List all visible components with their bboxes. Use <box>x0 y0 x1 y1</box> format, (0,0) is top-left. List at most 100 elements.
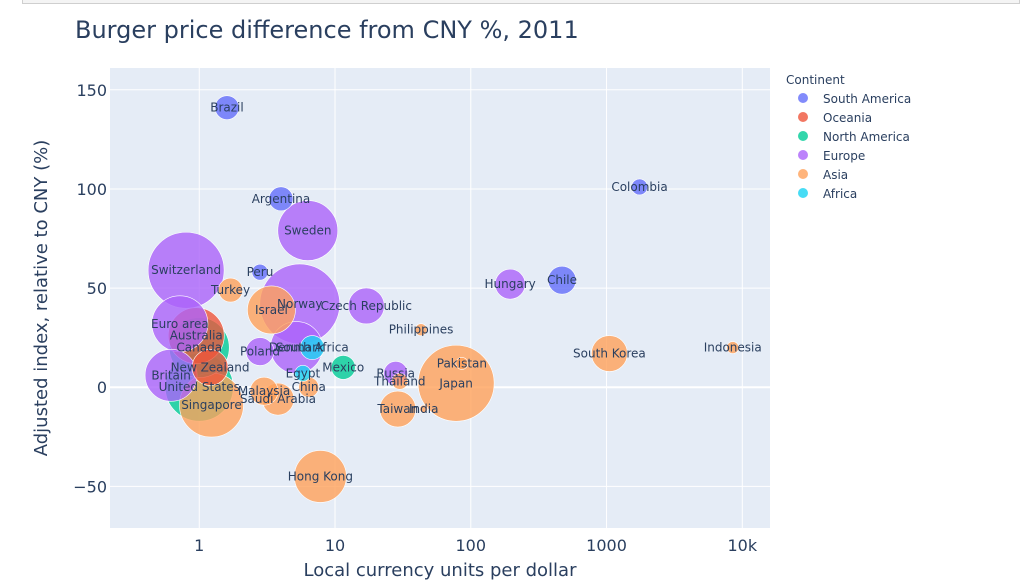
bubble-sweden[interactable] <box>277 200 339 261</box>
bubble-label-colombia: Colombia <box>611 180 667 194</box>
bubble-label-britain: Britain <box>151 368 191 382</box>
bubble-label-egypt: Egypt <box>286 366 321 380</box>
bubble-label-philippines: Philippines <box>389 323 454 337</box>
bubble-chile[interactable] <box>547 265 577 295</box>
x-tick-label: 10k <box>727 536 757 555</box>
bubble-label-hong-kong: Hong Kong <box>288 469 353 483</box>
legend-label: Africa <box>823 187 857 201</box>
bubble-label-argentina: Argentina <box>252 192 311 206</box>
legend-marker <box>798 131 808 141</box>
y-axis-label: Adjusted index, relative to CNY (%) <box>31 140 52 457</box>
legend-label: Asia <box>823 168 848 182</box>
legend-marker <box>798 150 808 160</box>
bubble-label-new-zealand: New Zealand <box>171 360 250 374</box>
legend-item-asia[interactable]: Asia <box>798 168 848 182</box>
bubble-label-united-states: United States <box>159 380 240 394</box>
bubble-philippines[interactable] <box>414 323 428 337</box>
bubble-india[interactable] <box>419 404 429 414</box>
legend-marker <box>798 112 808 122</box>
bubble-hong-kong[interactable] <box>294 450 347 503</box>
bubble-pakistan[interactable] <box>455 357 469 370</box>
bubble-south-korea[interactable] <box>591 335 628 372</box>
bubble-malaysia[interactable] <box>249 376 279 406</box>
x-tick-label: 1000 <box>586 536 627 555</box>
bubble-label-mexico: Mexico <box>322 360 364 374</box>
bubble-label-taiwan: Taiwan <box>376 402 418 416</box>
bubble-label-euro-area: Euro area <box>151 317 209 331</box>
x-tick-label: 1 <box>194 536 204 555</box>
bubble-label-malaysia: Malaysia <box>238 384 290 398</box>
y-tick-label: 0 <box>97 378 107 397</box>
bubble-poland[interactable] <box>245 337 275 366</box>
bubble-czech-republic[interactable] <box>348 287 385 325</box>
bubble-new-zealand[interactable] <box>191 349 229 386</box>
y-tick-label: 150 <box>76 81 107 100</box>
x-axis-label: Local currency units per dollar <box>304 560 578 581</box>
legend-label: Europe <box>823 149 865 163</box>
top-frame-strip <box>22 0 1020 4</box>
bubble-label-japan: Japan <box>438 376 472 390</box>
bubble-label-indonesia: Indonesia <box>704 341 762 355</box>
bubble-label-australia: Australia <box>170 329 223 343</box>
legend-marker <box>798 169 808 179</box>
bubble-label-turkey: Turkey <box>210 283 250 297</box>
y-axis-ticks: 150 100 50 0 −50 <box>73 81 107 497</box>
bubble-label-denmark: Denmark <box>269 341 324 355</box>
legend-item-europe[interactable]: Europe <box>798 149 865 163</box>
legend-item-south-america[interactable]: South America <box>798 92 911 106</box>
legend-marker <box>798 93 808 103</box>
bubble-label-pakistan: Pakistan <box>437 356 487 370</box>
bubble-label-canada: Canada <box>176 341 222 355</box>
bubble-label-czech-republic: Czech Republic <box>321 299 412 313</box>
x-tick-label: 100 <box>456 536 487 555</box>
bubble-label-peru: Peru <box>247 265 274 279</box>
bubble-argentina[interactable] <box>268 186 294 212</box>
legend: Continent South America Oceania North Amer… <box>786 73 911 201</box>
y-tick-label: −50 <box>73 477 107 496</box>
bubbles[interactable] <box>144 95 740 503</box>
bubble-israel[interactable] <box>247 285 296 335</box>
bubble-label-sweden: Sweden <box>284 224 331 238</box>
bubble-turkey[interactable] <box>218 277 243 303</box>
bubble-brazil[interactable] <box>214 95 240 120</box>
bubble-colombia[interactable] <box>631 178 648 196</box>
bubble-egypt[interactable] <box>294 365 312 382</box>
bubble-label-south-africa: South Africa <box>276 341 349 355</box>
y-tick-label: 100 <box>76 180 107 199</box>
bubble-mexico[interactable] <box>330 355 356 380</box>
y-tick-label: 50 <box>87 279 107 298</box>
bubble-hungary[interactable] <box>494 268 526 300</box>
chart-title: Burger price difference from CNY %, 2011 <box>75 16 579 44</box>
bubble-label-brazil: Brazil <box>210 101 244 115</box>
legend-item-oceania[interactable]: Oceania <box>798 111 872 125</box>
bubble-label-india: India <box>409 402 438 416</box>
bubble-taiwan[interactable] <box>379 390 417 428</box>
bubble-label-chile: Chile <box>547 273 577 287</box>
legend-item-north-america[interactable]: North America <box>798 130 910 144</box>
bubble-peru[interactable] <box>251 263 269 281</box>
bubble-label-hungary: Hungary <box>485 277 536 291</box>
legend-label: Oceania <box>823 111 872 125</box>
bubble-label-singapore: Singapore <box>181 398 242 412</box>
legend-title: Continent <box>786 73 845 87</box>
x-tick-label: 10 <box>325 536 345 555</box>
bubble-label-russia: Russia <box>376 366 415 380</box>
legend-marker <box>798 188 808 198</box>
bubble-label-switzerland: Switzerland <box>151 263 221 277</box>
bubble-japan[interactable] <box>417 344 495 422</box>
bubble-label-israel: Israel <box>255 303 288 317</box>
bubble-label-saudi-arabia: Saudi Arabia <box>240 392 316 406</box>
x-axis-ticks: 1 10 100 1000 10k <box>194 536 758 555</box>
bubble-label-south-korea: South Korea <box>573 347 646 361</box>
bubble-indonesia[interactable] <box>726 341 740 354</box>
plot-area <box>110 68 770 528</box>
bubble-labels: Brazil Argentina Peru Colombia Chile Australi… <box>151 101 762 484</box>
legend-item-africa[interactable]: Africa <box>798 187 857 201</box>
bubble-south-africa[interactable] <box>299 335 325 360</box>
legend-label: North America <box>823 130 910 144</box>
bubble-thailand[interactable] <box>391 372 409 390</box>
bubble-label-poland: Poland <box>240 345 280 359</box>
bubble-label-thailand: Thailand <box>373 374 426 388</box>
bubble-label-norway: Norway <box>277 297 323 311</box>
